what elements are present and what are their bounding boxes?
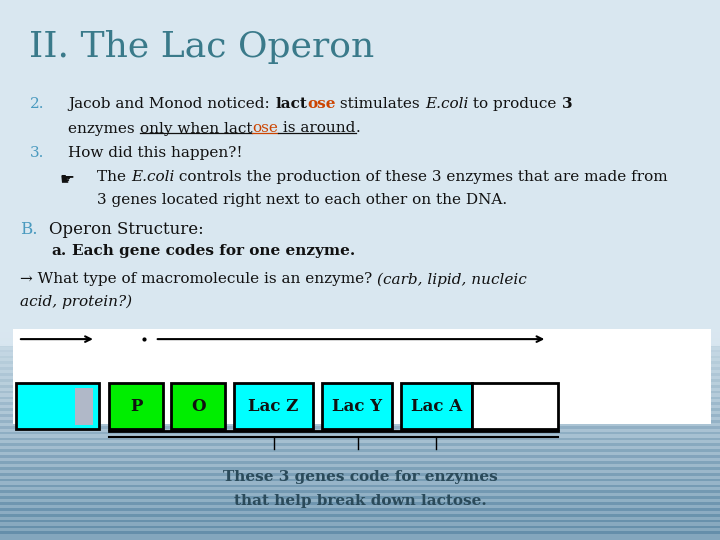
- Bar: [0, 437, 720, 446]
- Bar: [0, 344, 720, 353]
- Text: E.coli: E.coli: [131, 170, 174, 184]
- Bar: [16, 383, 99, 429]
- Text: Lac A: Lac A: [410, 398, 462, 415]
- Bar: [0, 396, 720, 405]
- Text: ☛: ☛: [60, 170, 75, 188]
- Bar: [472, 383, 558, 429]
- Bar: [13, 329, 711, 424]
- Bar: [0, 525, 720, 534]
- Text: only when lact: only when lact: [140, 122, 253, 136]
- Text: Each gene codes for one enzyme.: Each gene codes for one enzyme.: [72, 244, 355, 258]
- Text: stimulates: stimulates: [336, 97, 425, 111]
- Bar: [0, 531, 720, 540]
- Bar: [0, 338, 720, 347]
- Text: The: The: [97, 170, 131, 184]
- Bar: [0, 519, 720, 528]
- Text: E.coli: E.coli: [425, 97, 468, 111]
- Bar: [234, 383, 313, 429]
- Text: B.: B.: [20, 221, 37, 238]
- Text: controls the production of these 3 enzymes that are made from: controls the production of these 3 enzym…: [174, 170, 668, 184]
- Text: lact: lact: [275, 97, 307, 111]
- Text: Lac Z: Lac Z: [248, 398, 299, 415]
- Bar: [322, 383, 392, 429]
- Bar: [0, 0, 720, 346]
- Bar: [0, 432, 720, 440]
- Text: ose: ose: [307, 97, 336, 111]
- Text: Lac: Lac: [20, 395, 58, 413]
- Text: to produce: to produce: [468, 97, 562, 111]
- Bar: [0, 367, 720, 376]
- Bar: [0, 478, 720, 487]
- Bar: [0, 449, 720, 458]
- Bar: [0, 502, 720, 511]
- Bar: [0, 508, 720, 517]
- Text: → What type of macromolecule is an enzyme?: → What type of macromolecule is an enzym…: [20, 272, 377, 286]
- Text: Operon Structure:: Operon Structure:: [49, 221, 204, 238]
- Text: How did this happen?!: How did this happen?!: [68, 146, 243, 160]
- Text: 3.: 3.: [30, 146, 45, 160]
- Text: 3 genes located right next to each other on the DNA.: 3 genes located right next to each other…: [97, 193, 508, 207]
- Bar: [401, 383, 472, 429]
- Text: These 3 genes code for enzymes: These 3 genes code for enzymes: [222, 470, 498, 484]
- Bar: [0, 443, 720, 452]
- Bar: [0, 355, 720, 364]
- Text: I: I: [58, 395, 66, 413]
- Bar: [0, 391, 720, 399]
- Text: O: O: [191, 398, 206, 415]
- Text: acid, protein?): acid, protein?): [20, 294, 132, 309]
- Bar: [0, 490, 720, 499]
- Bar: [0, 514, 720, 522]
- Bar: [0, 373, 720, 382]
- Bar: [0, 385, 720, 394]
- Text: P: P: [130, 398, 143, 415]
- Bar: [0, 426, 720, 435]
- Bar: [0, 455, 720, 464]
- Text: (carb, lipid, nucleic: (carb, lipid, nucleic: [377, 272, 527, 287]
- Text: Lac Y: Lac Y: [332, 398, 382, 415]
- Bar: [0, 350, 720, 358]
- Bar: [0, 496, 720, 505]
- Text: enzymes: enzymes: [68, 122, 140, 136]
- Bar: [0, 473, 720, 481]
- Text: is around: is around: [278, 122, 356, 136]
- Bar: [0, 408, 720, 417]
- Bar: [0, 420, 720, 429]
- Bar: [0, 361, 720, 370]
- Text: II. The Lac Operon: II. The Lac Operon: [29, 30, 374, 64]
- Text: a.: a.: [52, 244, 67, 258]
- Bar: [76, 388, 94, 425]
- Bar: [0, 467, 720, 476]
- Text: ose: ose: [253, 122, 278, 136]
- Bar: [0, 461, 720, 470]
- Bar: [0, 414, 720, 423]
- Bar: [109, 383, 163, 429]
- Text: 3: 3: [562, 97, 572, 111]
- Bar: [0, 332, 720, 341]
- Bar: [0, 402, 720, 411]
- Bar: [171, 383, 225, 429]
- Text: .: .: [356, 122, 361, 136]
- Text: that help break down lactose.: that help break down lactose.: [233, 494, 487, 508]
- Text: Jacob and Monod noticed:: Jacob and Monod noticed:: [68, 97, 275, 111]
- Text: 2.: 2.: [30, 97, 45, 111]
- Bar: [0, 379, 720, 388]
- Bar: [0, 484, 720, 493]
